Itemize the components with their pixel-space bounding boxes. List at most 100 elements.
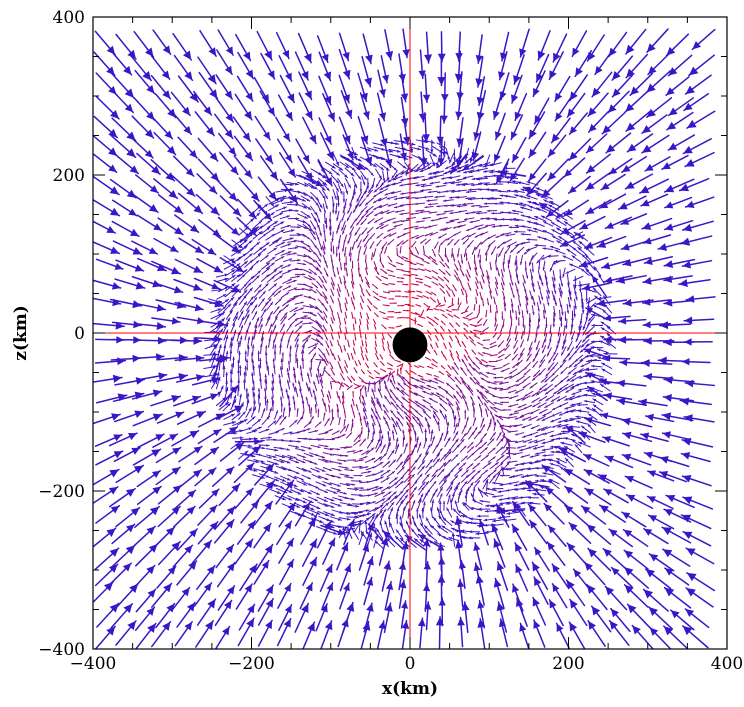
arrow-mark xyxy=(365,198,373,205)
arrow-mark xyxy=(525,262,527,271)
arrow-mark xyxy=(226,311,232,320)
arrow-mark xyxy=(360,513,371,517)
arrow-mark xyxy=(424,32,432,63)
arrow-mark xyxy=(427,373,432,375)
arrow-mark xyxy=(345,367,348,373)
arrow-mark xyxy=(496,447,503,453)
arrow-mark xyxy=(466,313,472,317)
arrow-mark xyxy=(457,580,464,607)
arrow-mark xyxy=(287,380,290,389)
arrow-mark xyxy=(387,270,393,272)
arrow-mark xyxy=(548,159,569,180)
arrow-mark xyxy=(493,495,503,498)
arrow-mark xyxy=(323,241,325,249)
arrow-mark xyxy=(412,516,415,526)
arrow-mark xyxy=(416,454,421,462)
arrow-mark xyxy=(340,326,342,333)
arrow-mark xyxy=(224,421,236,425)
arrow-mark xyxy=(319,190,325,198)
arrow-mark xyxy=(453,463,460,470)
arrow-mark xyxy=(448,314,453,317)
arrow-mark xyxy=(376,277,381,281)
arrow-mark xyxy=(266,449,277,452)
arrow-mark xyxy=(247,417,255,424)
arrow-mark xyxy=(593,399,603,405)
arrow-mark xyxy=(535,327,537,336)
arrow-mark xyxy=(431,219,439,221)
arrow-mark xyxy=(460,446,466,452)
arrow-mark xyxy=(443,518,452,526)
arrow-mark xyxy=(261,284,268,291)
arrow-mark xyxy=(423,474,430,482)
arrow-mark xyxy=(458,261,461,268)
arrow-mark xyxy=(626,174,653,189)
arrow-mark xyxy=(424,285,430,288)
arrow-mark xyxy=(348,353,350,360)
arrow-mark xyxy=(495,254,497,262)
arrow-mark xyxy=(480,447,487,453)
arrow-mark xyxy=(175,260,202,273)
arrow-mark xyxy=(571,311,574,322)
arrow-mark xyxy=(297,481,306,485)
arrow-mark xyxy=(624,530,648,546)
arrow-mark xyxy=(251,336,254,346)
arrow-mark xyxy=(275,411,278,420)
arrow-mark xyxy=(680,397,711,405)
arrow-mark xyxy=(240,227,248,234)
arrow-mark xyxy=(151,76,170,99)
arrow-mark xyxy=(538,282,541,290)
arrow-mark xyxy=(490,419,492,427)
arrow-mark xyxy=(309,497,318,501)
arrow-mark xyxy=(464,323,468,326)
y-tick-label: 0 xyxy=(74,324,85,344)
arrow-mark xyxy=(265,299,271,306)
arrow-mark xyxy=(587,585,607,610)
arrow-mark xyxy=(454,315,459,318)
arrow-mark xyxy=(280,560,294,585)
arrow-mark xyxy=(446,150,449,161)
arrow-mark xyxy=(668,55,691,75)
arrow-mark xyxy=(331,255,333,263)
arrow-mark xyxy=(497,455,504,461)
arrow-mark xyxy=(392,431,394,441)
arrow-mark xyxy=(276,242,285,246)
arrow-mark xyxy=(572,391,581,395)
arrow-mark xyxy=(481,455,488,461)
arrow-mark xyxy=(401,192,411,195)
arrow-mark xyxy=(96,506,119,523)
arrow-mark xyxy=(438,234,446,238)
arrow-mark xyxy=(237,419,247,425)
arrow-mark xyxy=(381,369,386,372)
arrow-mark xyxy=(517,369,523,374)
arrow-mark xyxy=(439,254,443,261)
arrow-mark xyxy=(358,73,368,101)
arrow-mark xyxy=(375,492,384,496)
arrow-mark xyxy=(295,448,304,451)
arrow-mark xyxy=(396,263,403,265)
arrow-mark xyxy=(434,375,439,377)
arrow-mark xyxy=(446,371,451,375)
arrow-mark xyxy=(344,411,346,418)
arrow-mark xyxy=(441,326,445,331)
arrow-mark xyxy=(663,431,691,439)
arrow-mark xyxy=(436,336,439,341)
arrow-mark xyxy=(355,334,357,341)
arrow-mark xyxy=(467,241,473,248)
arrow-mark xyxy=(318,161,324,172)
arrow-mark xyxy=(358,360,360,365)
arrow-mark xyxy=(559,299,561,308)
arrow-mark xyxy=(418,375,423,377)
arrow-mark xyxy=(290,275,300,278)
arrow-mark xyxy=(456,179,465,182)
arrow-mark xyxy=(302,622,315,651)
arrow-mark xyxy=(346,268,348,276)
arrow-mark xyxy=(432,489,437,498)
arrow-mark xyxy=(429,322,434,326)
arrow-mark xyxy=(288,247,297,249)
arrow-mark xyxy=(454,240,459,245)
arrow-mark xyxy=(467,270,470,278)
arrow-mark xyxy=(321,389,324,396)
arrow-mark xyxy=(580,217,605,230)
arrow-mark xyxy=(469,337,474,341)
arrow-mark xyxy=(384,381,388,391)
